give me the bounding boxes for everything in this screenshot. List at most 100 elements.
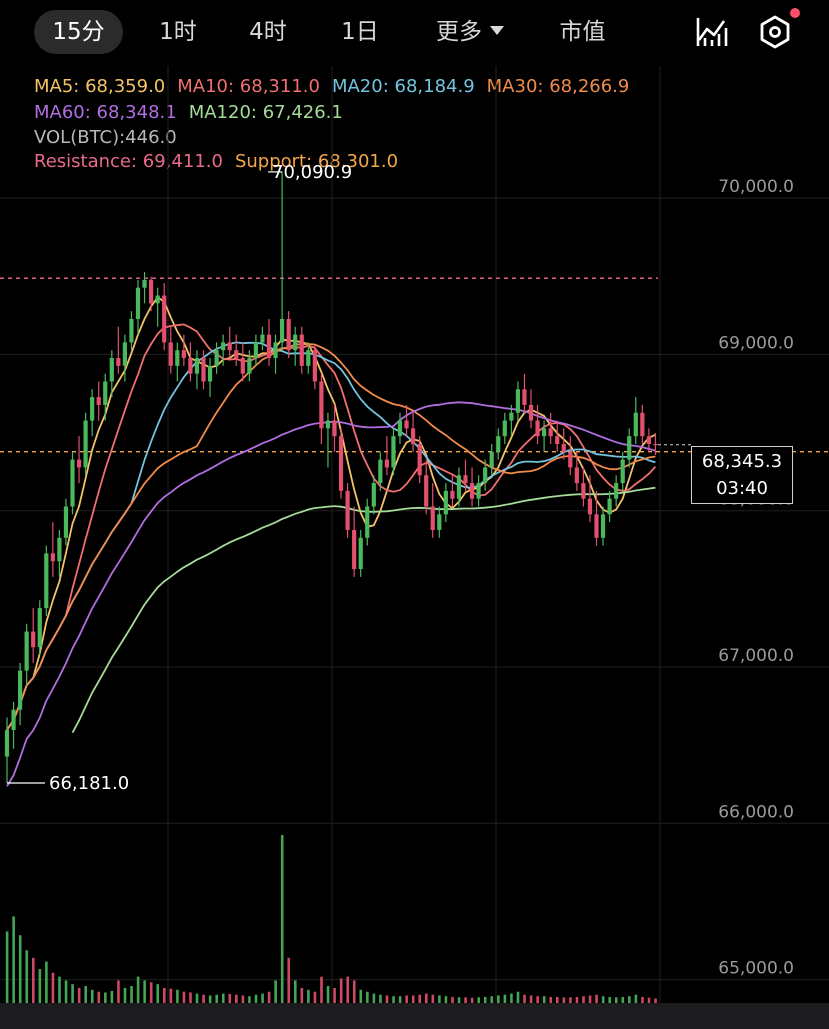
volume-bar <box>366 991 369 1003</box>
volume-bar <box>71 984 74 1003</box>
candle-body <box>181 350 186 359</box>
candle-body <box>162 295 167 343</box>
volume-bar <box>18 935 22 1003</box>
volume-bars <box>5 835 657 1003</box>
candle-body <box>306 350 311 366</box>
candle-body <box>37 608 42 648</box>
legend-ma30: MA30: 68,266.9 <box>486 76 630 97</box>
volume-bar <box>431 994 435 1003</box>
candle-body <box>142 279 147 288</box>
chevron-down-icon <box>490 26 504 35</box>
volume-bar <box>38 969 42 1003</box>
volume-bar <box>634 994 638 1003</box>
candle-body <box>253 342 258 359</box>
ma5-line <box>6 295 656 731</box>
candle-body <box>345 490 350 530</box>
y-tick-label: 69,000.0 <box>718 333 794 353</box>
candle-body <box>496 436 501 452</box>
volume-bar <box>470 997 474 1003</box>
candle-body <box>149 279 154 304</box>
legend-ma10: MA10: 68,311.0 <box>177 76 320 97</box>
legend-resistance: Resistance: 69,411.0 <box>34 151 223 172</box>
tab-15m[interactable]: 15分 <box>34 10 123 54</box>
y-tick-label: 65,000.0 <box>718 959 794 979</box>
volume-bar <box>84 986 87 1003</box>
candle-body <box>90 397 95 421</box>
volume-bar <box>523 994 526 1003</box>
ma10-line <box>6 323 657 731</box>
volume-bar <box>130 986 133 1003</box>
candle-body <box>476 483 481 499</box>
candle-body <box>188 358 193 374</box>
candle-body <box>581 483 586 499</box>
tab-1d[interactable]: 1日 <box>341 19 379 45</box>
volume-bar <box>215 994 218 1003</box>
last-price-value: 68,345.3 <box>701 451 783 472</box>
volume-bar <box>542 996 546 1003</box>
candle-body <box>535 420 540 437</box>
volume-bar <box>569 997 572 1003</box>
volume-bar <box>608 996 611 1003</box>
candle-body <box>325 420 331 429</box>
volume-bar <box>483 996 487 1003</box>
candle-body <box>129 318 134 343</box>
volume-bar <box>274 980 277 1003</box>
candle-body <box>352 529 357 570</box>
volume-bar <box>582 996 585 1003</box>
candle-body <box>109 358 114 382</box>
candle-body <box>11 709 16 731</box>
volume-bar <box>45 961 48 1003</box>
candle-body <box>155 295 160 304</box>
volume-bar <box>405 995 408 1003</box>
volume-bar <box>614 997 618 1003</box>
volume-bar <box>398 996 402 1003</box>
candle-body <box>280 318 285 343</box>
candle-body <box>633 412 638 437</box>
moving-average-lines <box>6 295 657 787</box>
candle-body <box>365 506 370 538</box>
legend-ma60: MA60: 68,348.1 <box>34 102 177 123</box>
legend-row-4: Resistance: 69,411.0 Support: 68,301.0 <box>34 150 410 174</box>
high-price-label: 70,090.9 <box>272 162 352 183</box>
candle-body <box>103 381 108 405</box>
settings-icon[interactable] <box>757 14 793 50</box>
candle-body <box>207 365 213 382</box>
line-chart-icon[interactable] <box>694 14 730 50</box>
volume-bar <box>267 991 271 1003</box>
volume-bar <box>418 994 422 1003</box>
y-tick-label: 70,000.0 <box>718 177 794 197</box>
candle-countdown: 03:40 <box>716 478 768 499</box>
candle-body <box>332 420 337 437</box>
volume-bar <box>457 997 461 1003</box>
volume-bar <box>352 980 356 1003</box>
tab-4h[interactable]: 4时 <box>249 19 287 45</box>
volume-bar <box>25 950 29 1003</box>
candle-body <box>594 514 599 538</box>
candle-body <box>424 475 429 507</box>
candles <box>4 171 658 784</box>
volume-bar <box>202 994 205 1003</box>
tab-market-cap[interactable]: 市值 <box>559 19 606 45</box>
tab-more[interactable]: 更多 <box>420 10 520 54</box>
candle-body <box>568 451 573 468</box>
legend-row-2: MA60: 68,348.1 MA120: 67,426.1 <box>34 101 355 125</box>
candle-body <box>50 553 55 562</box>
candle-body <box>175 350 180 366</box>
candle-body <box>646 436 651 444</box>
volume-bar <box>313 991 317 1003</box>
volume-bar <box>628 996 631 1003</box>
volume-bar <box>195 993 199 1003</box>
legend-support: Support: 68,301.0 <box>234 151 399 172</box>
volume-bar <box>58 976 61 1003</box>
volume-bar <box>221 993 225 1003</box>
candle-body <box>443 490 448 515</box>
volume-bar <box>451 996 454 1003</box>
price-annotations: 70,090.9 66,181.0 <box>7 162 352 794</box>
legend-row-1: MA5: 68,359.0 MA10: 68,311.0 MA20: 68,184.… <box>34 75 641 99</box>
volume-bar <box>182 991 186 1003</box>
candlestick-chart[interactable]: 70,090.9 66,181.0 65,000.0 66,000.0 67,000.… <box>0 66 829 1003</box>
tab-1h[interactable]: 1时 <box>159 19 197 45</box>
volume-bar <box>339 978 343 1003</box>
y-tick-label: 66,000.0 <box>718 802 794 822</box>
